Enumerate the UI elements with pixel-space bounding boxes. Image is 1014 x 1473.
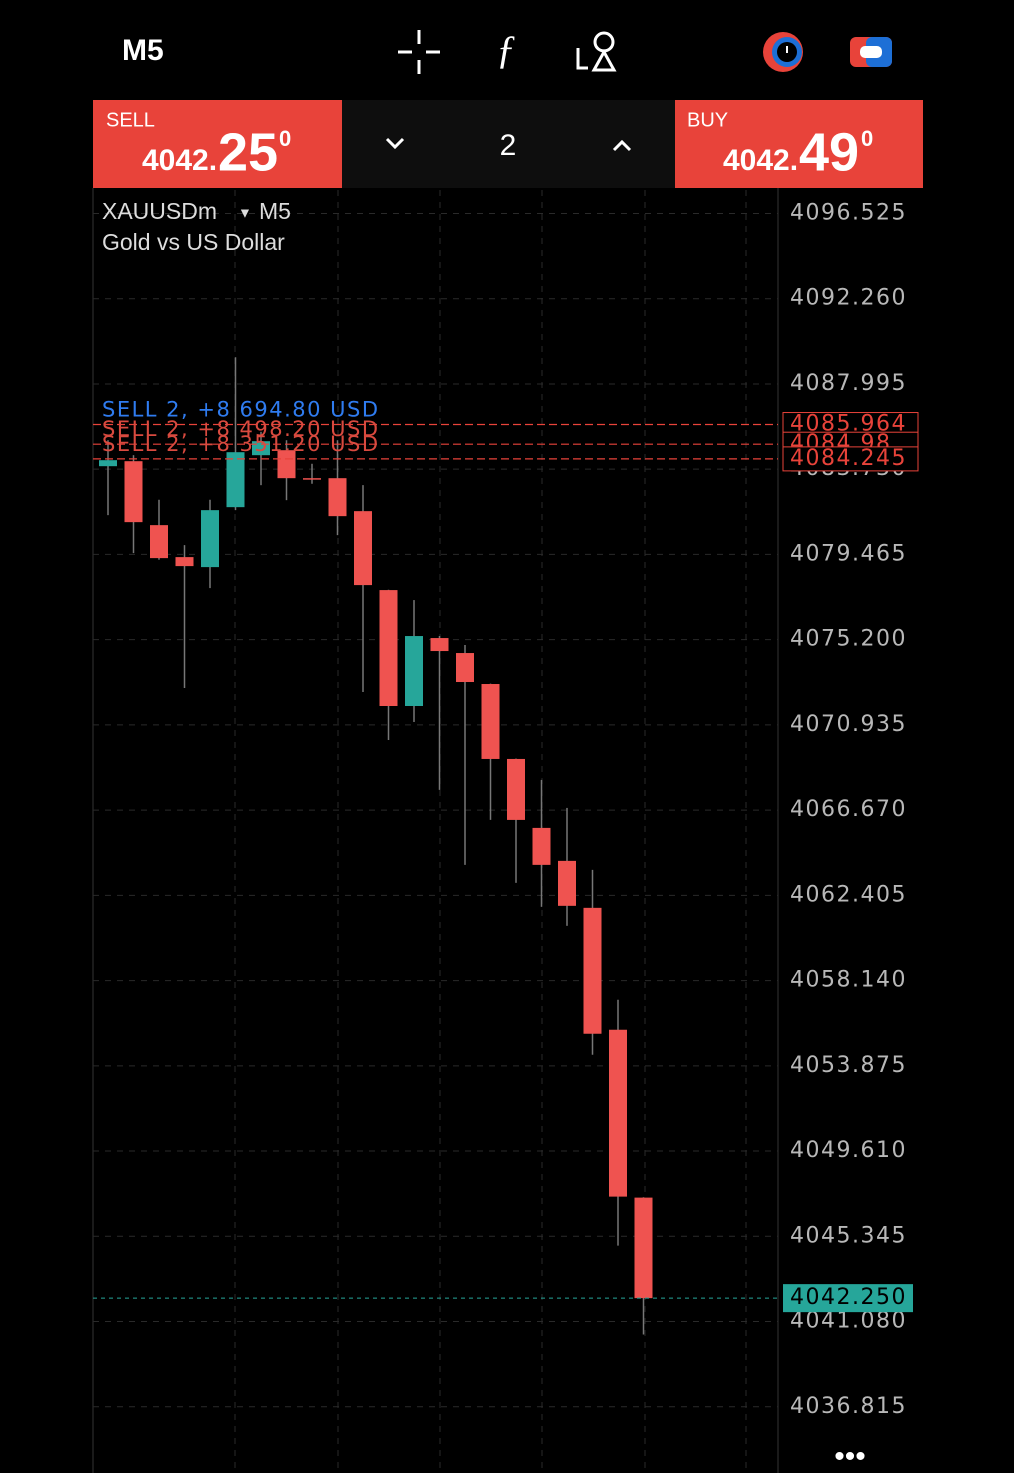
buy-button[interactable] bbox=[675, 100, 923, 188]
y-tick-label: 4075.200 bbox=[790, 627, 907, 652]
sell-price-big: 25 bbox=[218, 122, 278, 182]
more-button[interactable]: ••• bbox=[834, 1440, 866, 1473]
sell-label: SELL bbox=[106, 109, 155, 131]
buy-price-main: 4042. bbox=[723, 144, 798, 177]
symbol-timeframe: M5 bbox=[259, 198, 291, 224]
candle-body bbox=[277, 450, 296, 479]
candle-body bbox=[303, 478, 321, 480]
last-price-label: 4042.250 bbox=[790, 1285, 907, 1310]
sell-price-main: 4042. bbox=[142, 144, 217, 177]
indicators-icon[interactable]: ƒ bbox=[496, 27, 516, 72]
volume-value[interactable]: 2 bbox=[500, 129, 517, 162]
sell-price-sup: 0 bbox=[279, 126, 291, 151]
candle-body bbox=[226, 452, 245, 508]
y-tick-label: 4096.525 bbox=[790, 200, 907, 225]
candle-body bbox=[609, 1029, 627, 1197]
y-tick-label: 4079.465 bbox=[790, 541, 907, 566]
y-tick-label: 4062.405 bbox=[790, 882, 907, 907]
candle-body bbox=[379, 590, 398, 706]
position-price-label: 4084.245 bbox=[790, 446, 907, 471]
buy-price-big: 49 bbox=[799, 122, 859, 182]
symbol-name: XAUUSDm bbox=[102, 198, 217, 224]
y-tick-label: 4087.995 bbox=[790, 371, 907, 396]
candle-body bbox=[150, 525, 168, 559]
crosshair-icon[interactable] bbox=[398, 30, 440, 74]
position-label: SELL 2, +8 498.20 USD bbox=[102, 417, 380, 441]
candle-body bbox=[405, 636, 423, 706]
buy-price-sup: 0 bbox=[861, 126, 873, 151]
last-price-box bbox=[783, 1284, 913, 1313]
sell-button[interactable] bbox=[93, 100, 342, 188]
timer-icon[interactable] bbox=[763, 32, 803, 72]
candle-body bbox=[481, 684, 500, 759]
candle-body bbox=[175, 557, 194, 567]
candle-body bbox=[99, 460, 117, 467]
y-tick-label: 4058.140 bbox=[790, 968, 907, 993]
position-label: SELL 2, +8 351.20 USD bbox=[102, 432, 380, 456]
trade-icon[interactable] bbox=[850, 37, 892, 67]
y-tick-label: 4092.260 bbox=[790, 286, 907, 311]
candle-body bbox=[634, 1197, 653, 1299]
buy-label: BUY bbox=[687, 109, 728, 131]
position-price-box bbox=[782, 446, 919, 472]
y-tick-label: 4041.080 bbox=[790, 1309, 907, 1334]
position-label: SELL 2, +8 694.80 USD bbox=[102, 398, 380, 422]
y-tick-label: 4036.815 bbox=[790, 1394, 907, 1419]
candle-body bbox=[558, 860, 576, 906]
candle-body bbox=[328, 478, 347, 517]
candle-body bbox=[124, 461, 143, 523]
candle-body bbox=[583, 907, 602, 1034]
candle-body bbox=[456, 653, 474, 683]
symbol-description: Gold vs US Dollar bbox=[102, 229, 285, 255]
objects-icon[interactable] bbox=[576, 31, 617, 72]
y-tick-label: 4070.935 bbox=[790, 712, 907, 737]
volume-up[interactable] bbox=[612, 139, 632, 152]
y-tick-label: 4066.670 bbox=[790, 797, 907, 822]
candle-body bbox=[507, 758, 525, 820]
volume-down[interactable] bbox=[385, 137, 405, 150]
y-tick-label: 4049.610 bbox=[790, 1138, 907, 1163]
candle-body bbox=[532, 827, 551, 865]
y-tick-label: 4045.345 bbox=[790, 1223, 907, 1248]
candle-body bbox=[201, 510, 219, 568]
y-tick-label: 4053.875 bbox=[790, 1053, 907, 1078]
symbol-dropdown[interactable]: ▼ bbox=[238, 205, 252, 221]
grid: 4096.5254092.2604087.9954083.7304079.465… bbox=[93, 190, 907, 1473]
candle-body bbox=[354, 511, 372, 586]
candle-body bbox=[430, 638, 449, 652]
timeframe-button[interactable]: M5 bbox=[122, 34, 164, 67]
